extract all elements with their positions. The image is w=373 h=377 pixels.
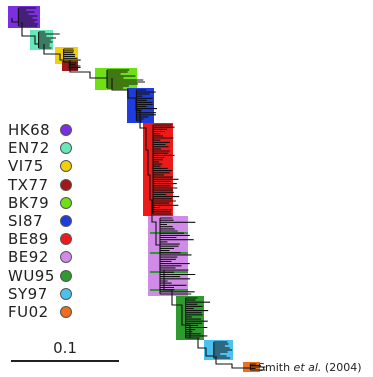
tree-branch	[38, 31, 60, 49]
scale-bar-label: 0.1	[53, 339, 77, 357]
legend-row-wu95: WU95	[8, 267, 78, 285]
cluster-legend: HK68 EN72 VI75 TX77 BK79 SI87 BE89 BE92 …	[8, 121, 78, 321]
legend-dot-be89	[60, 233, 72, 246]
tree-branch	[213, 341, 233, 359]
legend-dot-bk79	[60, 196, 72, 209]
cluster-box-be92	[148, 216, 188, 296]
citation: Smith et al. (2004)	[258, 361, 362, 374]
tree-branch	[135, 89, 157, 122]
legend-dot-tx77	[60, 178, 72, 191]
scale-bar: 0.1	[11, 339, 119, 362]
tree-branches	[11, 7, 266, 371]
tree-branch	[152, 124, 180, 215]
legend-label-be92: BE92	[8, 248, 49, 267]
legend-dot-hk68	[60, 124, 72, 136]
legend-row-vi75: VI75	[8, 157, 78, 175]
legend-label-tx77: TX77	[8, 175, 49, 194]
legend-label-vi75: VI75	[8, 157, 44, 176]
tree-branch	[68, 62, 81, 70]
legend-row-si87: SI87	[8, 212, 78, 230]
cluster-stripe	[176, 300, 204, 302]
legend-row-fu02: FU02	[8, 303, 78, 321]
legend-dot-sy97	[60, 287, 72, 300]
cluster-stripe	[176, 309, 204, 311]
citation-author: Smith	[258, 361, 291, 374]
tree-branch	[63, 48, 81, 63]
legend-label-bk79: BK79	[8, 193, 50, 212]
legend-label-en72: EN72	[8, 139, 50, 158]
tree-branch	[185, 297, 210, 339]
cluster-box-hk68	[8, 6, 40, 28]
cluster-box-bk79	[95, 68, 137, 90]
legend-dot-wu95	[60, 269, 72, 282]
legend-dot-be92	[60, 251, 72, 264]
scale-bar-line	[11, 360, 119, 362]
legend-row-be92: BE92	[8, 248, 78, 266]
legend-label-sy97: SY97	[8, 284, 48, 303]
tree-branch	[249, 363, 266, 371]
legend-row-hk68: HK68	[8, 121, 78, 139]
legend-row-be89: BE89	[8, 230, 78, 248]
legend-dot-vi75	[60, 160, 72, 173]
legend-label-be89: BE89	[8, 230, 49, 249]
citation-etal: et al.	[293, 361, 322, 374]
legend-row-tx77: TX77	[8, 176, 78, 194]
tree-branch	[106, 69, 145, 89]
legend-label-wu95: WU95	[8, 266, 55, 285]
legend-row-sy97: SY97	[8, 285, 78, 303]
legend-row-en72: EN72	[8, 139, 78, 157]
citation-year: (2004)	[324, 361, 362, 374]
legend-label-si87: SI87	[8, 211, 44, 230]
tree-branch	[17, 7, 38, 27]
legend-dot-fu02	[60, 305, 72, 318]
legend-dot-si87	[60, 214, 72, 227]
legend-dot-en72	[60, 142, 72, 155]
legend-label-fu02: FU02	[8, 302, 49, 321]
legend-label-hk68: HK68	[8, 121, 51, 139]
legend-row-bk79: BK79	[8, 194, 78, 212]
tree-branch	[159, 217, 196, 295]
